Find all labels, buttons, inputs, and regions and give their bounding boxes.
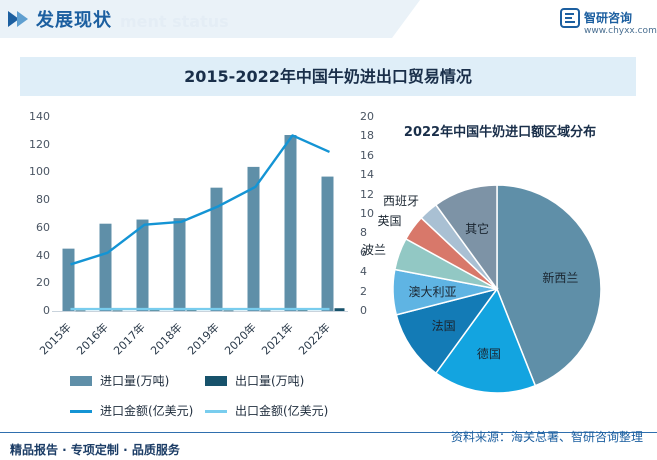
footer-source: 资料来源：海关总署、智研咨询整理: [450, 430, 643, 444]
right-tick-label: 14: [360, 168, 374, 182]
bar-export-volume-4: [186, 310, 197, 312]
bar-import-volume-1: [62, 248, 75, 311]
pie-label: 波兰: [361, 243, 386, 258]
pie-label: 英国: [377, 213, 402, 228]
bar-export-volume-5: [223, 310, 234, 312]
header-title: 发展现状: [36, 10, 112, 31]
bar-import-volume-6: [247, 166, 260, 311]
right-tick-label: 12: [360, 187, 374, 201]
brand-url: www.chyxx.com: [584, 26, 657, 36]
bar-import-volume-3: [136, 219, 149, 311]
bar-import-volume-2: [99, 223, 112, 311]
left-tick-label: 0: [43, 304, 50, 317]
left-tick-label: 40: [36, 248, 50, 262]
bar-export-volume-6: [260, 310, 271, 312]
pie-label: 其它: [465, 221, 490, 236]
pie-slice-1: [496, 184, 602, 387]
left-tick-label: 20: [36, 276, 50, 290]
chart-title: 2015-2022年中国牛奶进出口贸易情况: [184, 67, 472, 86]
pie-title: 2022年中国牛奶进口额区域分布: [403, 125, 597, 140]
right-tick-label: 20: [360, 110, 374, 123]
pie-label: 西班牙: [382, 194, 419, 209]
left-tick-label: 100: [29, 165, 50, 179]
bar-import-volume-5: [210, 187, 223, 311]
pie-label: 法国: [431, 319, 456, 334]
header-subtitle-watermark: ment status: [120, 12, 229, 31]
bar-export-volume-8: [334, 308, 345, 311]
bar-import-volume-8: [321, 176, 334, 311]
footer-tagline: 精品报告 · 专项定制 · 品质服务: [10, 443, 180, 457]
right-tick-label: 4: [360, 265, 367, 279]
right-tick-label: 2: [360, 284, 367, 298]
pie-label: 德国: [476, 346, 501, 361]
legend-swatch-import-volume: [70, 376, 92, 386]
left-tick-label: 120: [29, 137, 50, 151]
header-bar: [0, 0, 420, 38]
legend-swatch-import-value: [70, 410, 92, 413]
bar-export-volume-7: [297, 310, 308, 312]
brand-logo-icon: [560, 8, 580, 28]
left-tick-label: 60: [36, 220, 50, 234]
right-tick-label: 8: [360, 226, 367, 240]
pie-slice-2: [434, 287, 537, 394]
pie-slice-3: [395, 287, 499, 375]
bar-export-volume-3: [149, 310, 160, 312]
pie-label: 新西兰: [542, 270, 579, 285]
right-tick-label: 16: [360, 148, 374, 162]
pie-slice-8: [434, 184, 498, 292]
bar-import-volume-4: [173, 218, 186, 311]
legend: 进口量(万吨) 出口量(万吨) 进口金额(亿美元) 出口金额(亿美元): [70, 372, 360, 422]
legend-label-export-volume: 出口量(万吨): [235, 374, 305, 388]
left-tick-label: 80: [36, 193, 50, 207]
combo-chart: [52, 134, 348, 312]
bar-export-volume-2: [112, 310, 123, 312]
line-import-value: [70, 134, 330, 266]
right-tick-label: 0: [360, 304, 367, 317]
bar-import-volume-7: [284, 135, 297, 311]
brand-name: 智研咨询: [584, 11, 633, 25]
legend-label-import-value: 进口金额(亿美元): [100, 404, 194, 418]
chart-title-box: [20, 57, 636, 96]
legend-label-import-volume: 进口量(万吨): [100, 374, 170, 388]
right-tick-label: 10: [360, 207, 374, 220]
bar-export-volume-1: [75, 310, 86, 312]
right-tick-label: 18: [360, 129, 374, 143]
legend-swatch-export-value: [205, 410, 227, 413]
footer-divider: [0, 432, 657, 433]
pie-label: 澳大利亚: [408, 285, 457, 300]
legend-label-export-value: 出口金额(亿美元): [235, 404, 329, 418]
pie-chart: [392, 184, 602, 394]
right-tick-label: 6: [360, 245, 367, 259]
left-tick-label: 140: [29, 110, 50, 123]
legend-swatch-export-volume: [205, 376, 227, 386]
